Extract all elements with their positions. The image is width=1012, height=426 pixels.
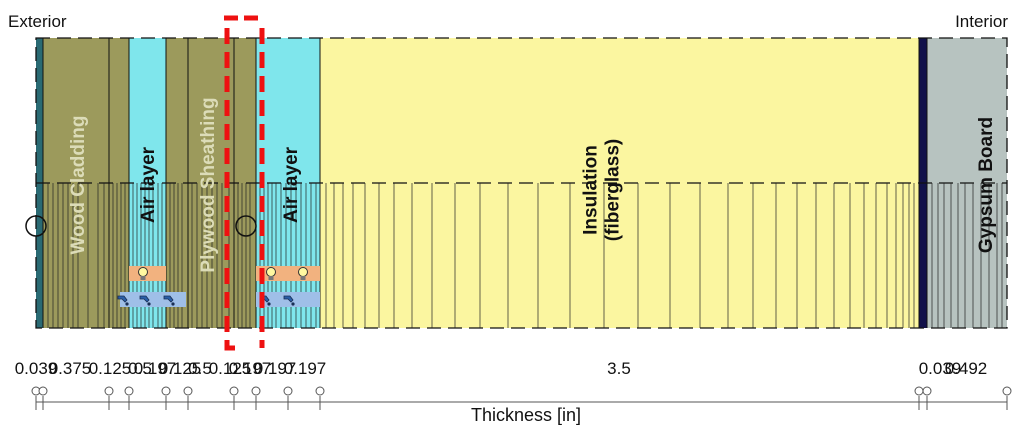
air-source-icon	[163, 295, 175, 306]
source-band-moisture-1	[120, 292, 186, 307]
axis-title: Thickness [in]	[471, 405, 581, 425]
layer-label-insulation: Insulation(fiberglass)	[580, 139, 623, 241]
cavity-boundary-circle	[235, 215, 257, 237]
layer-label-air-layer-2: Air layer	[281, 146, 302, 223]
interior-label: Interior	[955, 12, 1008, 31]
thickness-label: 0.5	[188, 359, 212, 378]
layer-band-4	[166, 38, 188, 328]
layer-label-plywood-sheathing: Plywood Sheathing	[198, 97, 219, 272]
thickness-label: 0.197	[134, 359, 177, 378]
light-bulb-icon	[266, 267, 276, 280]
source-band-light-2	[256, 266, 320, 281]
thickness-labels: 0.0390.3750.1250.50.1970.1250.50.1250.19…	[15, 359, 988, 378]
layer-band-2	[109, 38, 129, 328]
layer-label-air-layer-1: Air layer	[138, 146, 159, 223]
thickness-label: 0.5	[128, 359, 152, 378]
exterior-boundary-circle	[25, 215, 47, 237]
thickness-label: 0.125	[159, 359, 202, 378]
thickness-label: 0.197	[229, 359, 272, 378]
thickness-label: 0.039	[15, 359, 58, 378]
thickness-label: 0.375	[49, 359, 92, 378]
light-bulb-icon	[138, 267, 148, 280]
layer-band-6	[234, 38, 256, 328]
thickness-label: 3.5	[607, 359, 631, 378]
air-source-icon	[117, 295, 129, 306]
light-bulb-icons	[138, 267, 308, 280]
thickness-label: 0.197	[254, 359, 297, 378]
thickness-label: 0.492	[945, 359, 988, 378]
air-source-icon	[139, 295, 151, 306]
thickness-label: 0.039	[919, 359, 962, 378]
cut-marker	[224, 15, 265, 351]
layer-label-gypsum-board: Gypsum Board	[976, 117, 997, 253]
thickness-label: 0.125	[89, 359, 132, 378]
thickness-label: 0.197	[284, 359, 327, 378]
layer-label-wood-cladding: Wood Cladding	[68, 116, 89, 255]
light-bulb-icon	[298, 267, 308, 280]
air-source-icons	[117, 295, 295, 306]
exterior-label: Exterior	[8, 12, 67, 31]
thickness-label: 0.125	[209, 359, 252, 378]
air-source-icon	[283, 295, 295, 306]
axis-ticks	[31, 386, 1012, 410]
